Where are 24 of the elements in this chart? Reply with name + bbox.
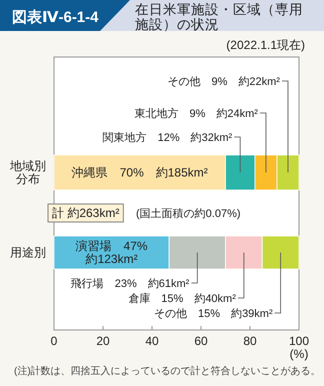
annotation: 計 約263km² <box>52 206 120 220</box>
text: 関東地方 12% 約32km² <box>102 132 232 144</box>
text: その他 15% 約39km² <box>154 308 273 320</box>
x-tick-label: 60 <box>194 334 208 348</box>
text: 演習場 47% <box>76 239 148 253</box>
x-tick-label: 80 <box>243 334 257 348</box>
text: 図表Ⅳ-6-1-4 <box>12 9 100 26</box>
x-tick-label: 0 <box>50 334 58 348</box>
x-tick-label: 100 <box>288 334 310 348</box>
text: 沖縄県 70% 約185km² <box>72 166 208 180</box>
x-tick-label: 20 <box>96 334 110 348</box>
x-tick-label: 40 <box>145 334 159 348</box>
x-axis-title: (%) <box>290 347 308 361</box>
text: その他 9% 約22km² <box>168 76 280 88</box>
text: (注)計数は、四捨五入によっているので計と符合しないことがある。 <box>14 365 321 377</box>
text: 東北地方 9% 約24km² <box>134 108 258 120</box>
chart-title: 在日米軍施設・区域（専用施設）の状況 <box>135 2 303 32</box>
annotation: (国土面積の約0.07%) <box>136 207 241 220</box>
text: 飛行場 23% 約61km² <box>70 278 190 290</box>
text: 約123km² <box>86 252 138 266</box>
text: 倉庫 15% 約40km² <box>128 293 236 305</box>
chart-subtitle: (2022.1.1現在) <box>226 38 306 52</box>
y-tick-label: 地域別分布 <box>9 159 46 186</box>
y-tick-label: 用途別 <box>10 246 46 260</box>
